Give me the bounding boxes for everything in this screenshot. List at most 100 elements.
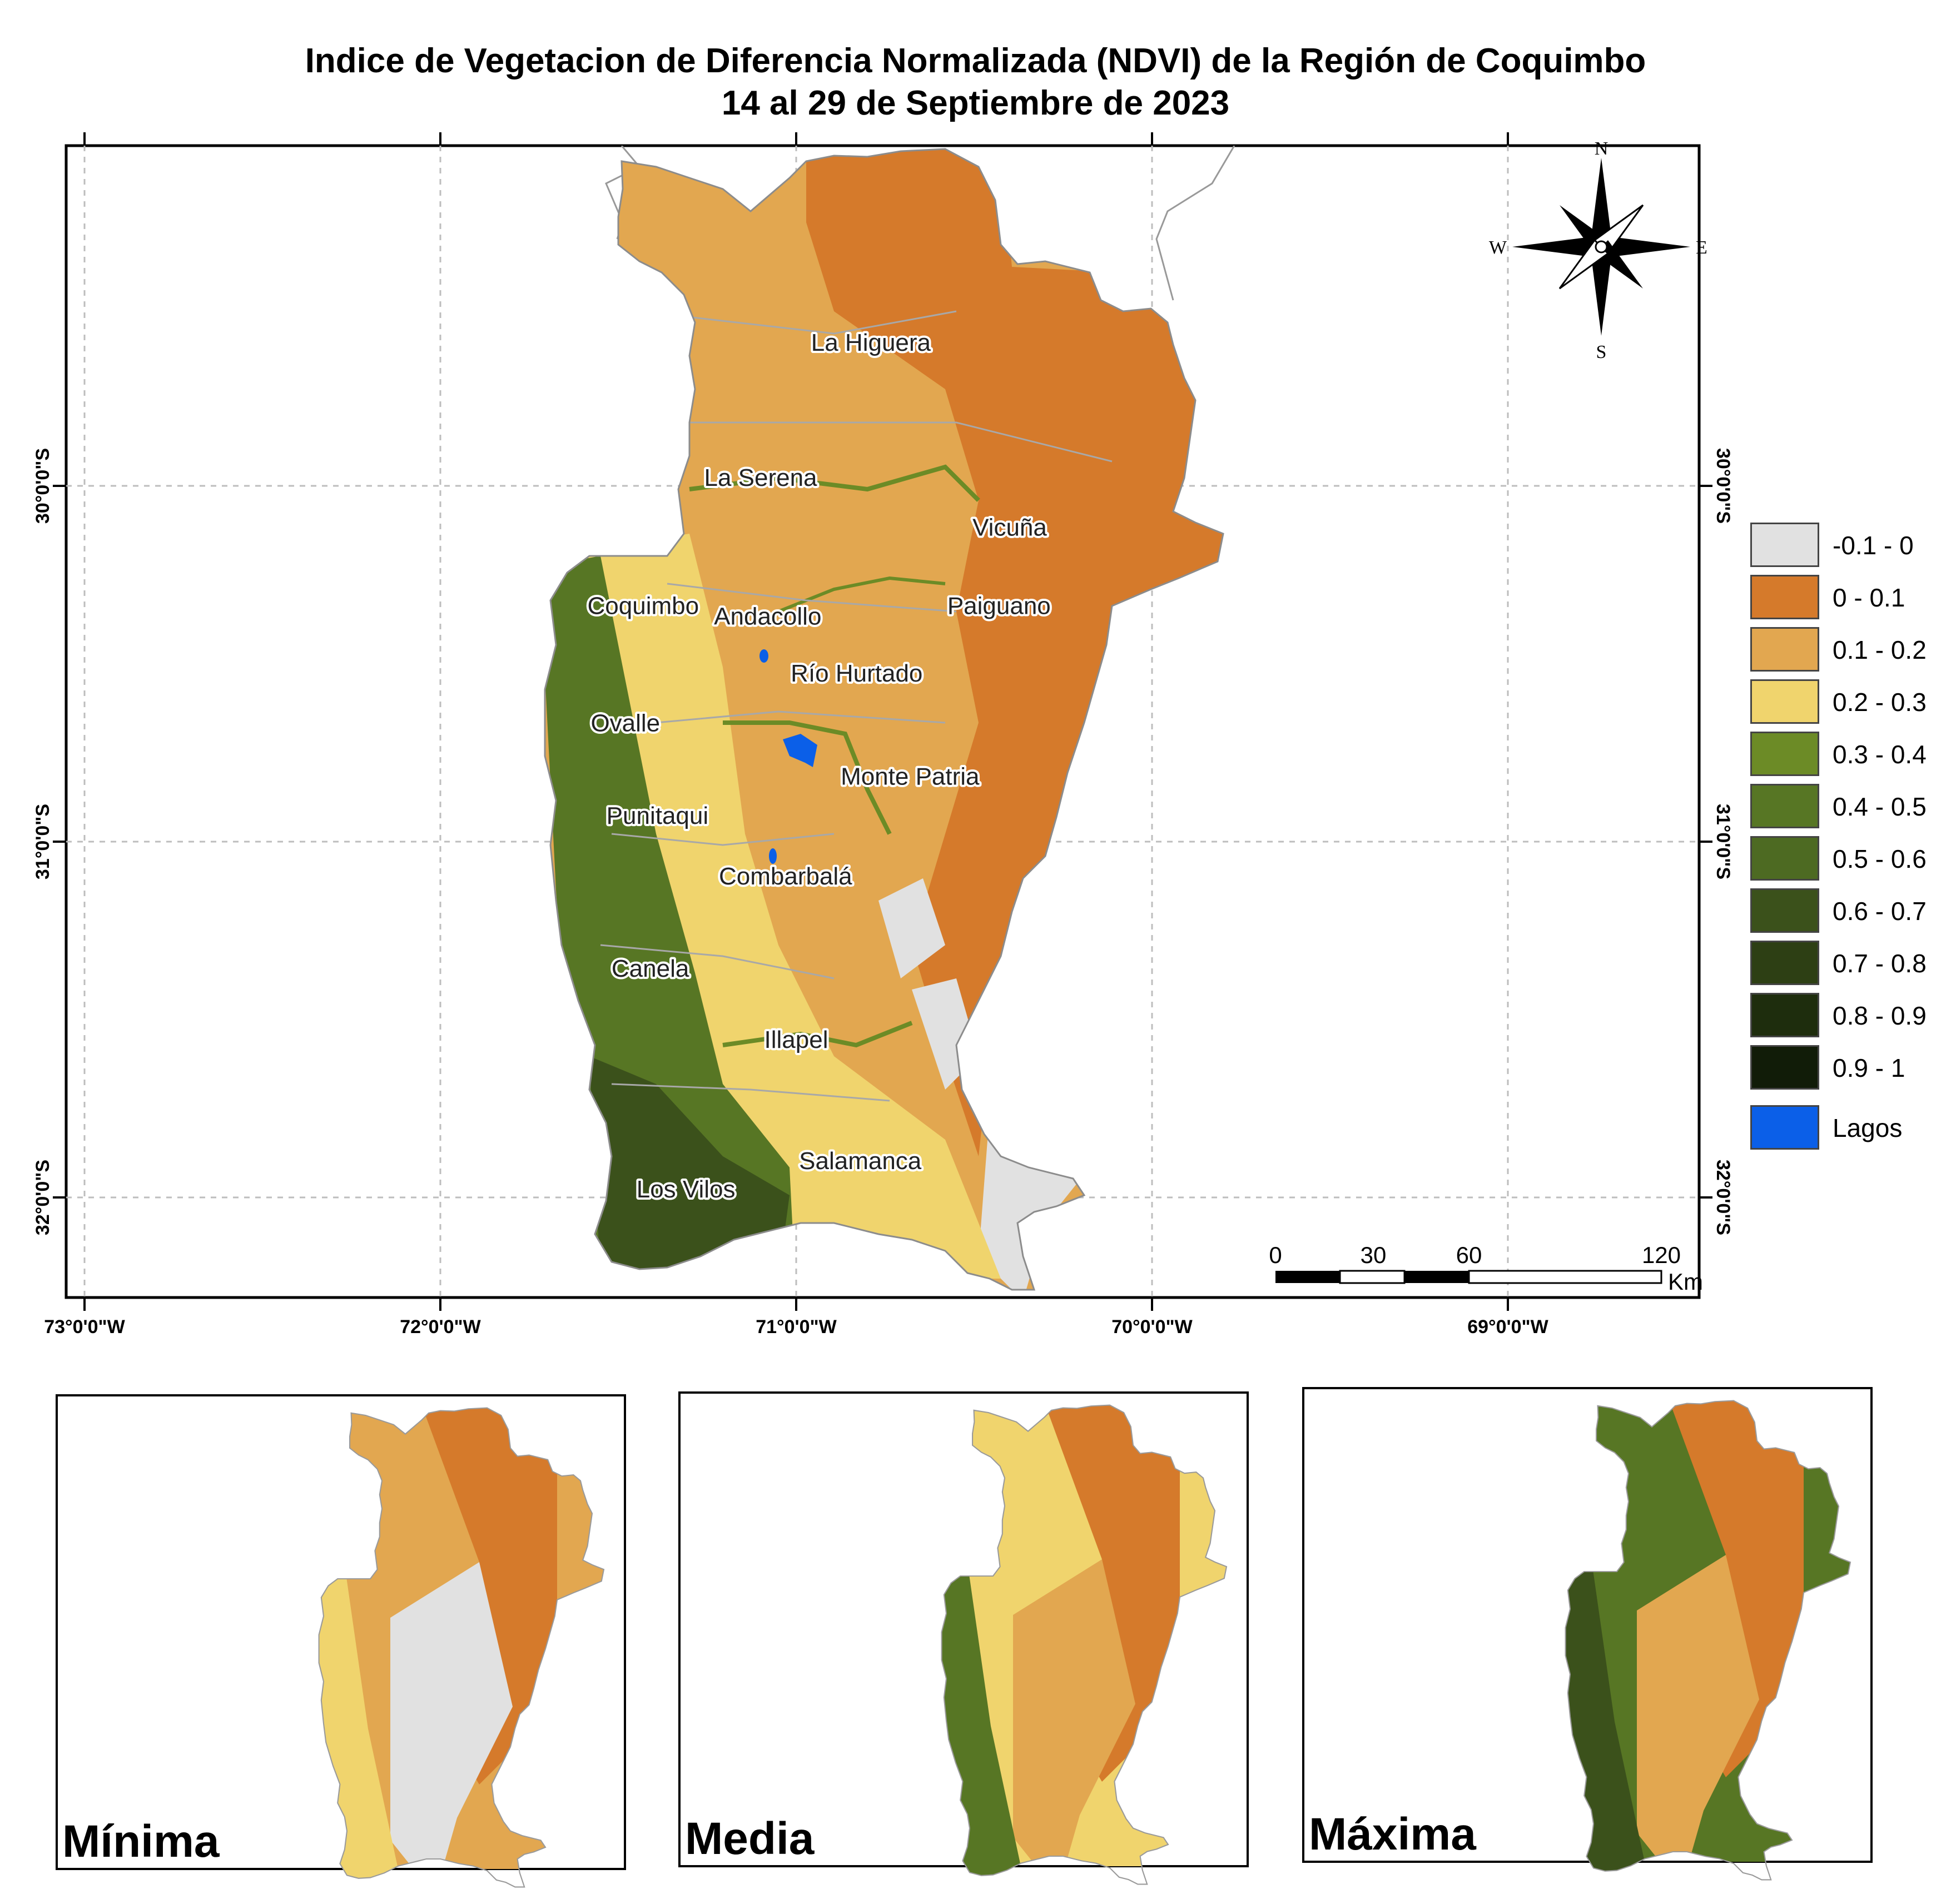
legend-label: Lagos <box>1833 1113 1903 1142</box>
lat-tick-label-right: 31°0'0"S <box>1712 804 1734 879</box>
place-label: Combarbalá <box>719 863 852 890</box>
compass-label-w: W <box>1489 237 1507 258</box>
lake-recoleta <box>759 649 768 663</box>
legend-label: 0.8 - 0.9 <box>1833 1001 1927 1030</box>
legend-swatch <box>1750 732 1819 776</box>
legend-label: 0.4 - 0.5 <box>1833 792 1927 821</box>
place-label-halo: Coquimbo <box>588 592 699 619</box>
inset-region-outline <box>318 1407 605 1888</box>
lon-tick-label: 72°0'0"W <box>400 1316 481 1338</box>
legend-item: 0 - 0.1 <box>1750 575 1950 624</box>
map-title-line1: Indice de Vegetacion de Diferencia Norma… <box>305 42 1646 80</box>
inset-label: Máxima <box>1309 1809 1477 1860</box>
legend-swatch <box>1750 888 1819 933</box>
place-label: Canela <box>612 955 689 982</box>
legend-swatch <box>1750 1045 1819 1090</box>
place-label-halo: Los Vilos <box>637 1176 736 1203</box>
river-elqui <box>689 464 980 502</box>
place-label-halo: Vicuña <box>972 514 1047 541</box>
inset-label: Media <box>685 1813 815 1864</box>
place-label-halo: Canela <box>612 955 689 982</box>
north-arrow-compass: N S E W <box>1489 138 1707 362</box>
legend-item: 0.9 - 1 <box>1750 1045 1950 1094</box>
compass-north-point <box>1591 158 1611 237</box>
place-label: Los Vilos <box>637 1176 736 1203</box>
place-label-halo: Paiguano <box>947 592 1051 619</box>
place-label: Vicuña <box>972 514 1047 541</box>
ndvi-zone-bare-1 <box>878 878 945 978</box>
place-label-halo: Salamanca <box>799 1147 922 1175</box>
compass-label-n: N <box>1595 138 1609 159</box>
legend-swatch <box>1750 523 1819 567</box>
legend-label: 0.5 - 0.6 <box>1833 844 1927 873</box>
legend-item: 0.8 - 0.9 <box>1750 993 1950 1042</box>
inset-zone-mid <box>1013 1559 1135 1885</box>
legend-swatch <box>1750 784 1819 828</box>
commune-boundary <box>600 944 835 980</box>
legend-item: Lagos <box>1750 1105 1950 1154</box>
inset-zone-east <box>1665 1400 1804 1777</box>
compass-label-e: E <box>1696 237 1707 258</box>
legend-item: 0.2 - 0.3 <box>1750 679 1950 728</box>
scale-bar-unit: Km <box>1668 1269 1703 1295</box>
lat-tick-label-right: 32°0'0"S <box>1712 1160 1734 1235</box>
ndvi-zone-0.6-0.7 <box>589 1056 790 1279</box>
legend-swatch <box>1750 1105 1819 1150</box>
region-outline <box>544 148 1224 1291</box>
place-label: Paiguano <box>947 592 1051 619</box>
compass-west-point <box>1512 237 1591 257</box>
compass-label-s: S <box>1596 342 1607 362</box>
commune-boundary <box>639 310 957 335</box>
commune-boundary <box>684 421 1113 463</box>
place-label-halo: Illapel <box>764 1026 828 1053</box>
inset-region-outline <box>941 1404 1228 1885</box>
place-label: Salamanca <box>799 1147 922 1175</box>
legend-label: 0 - 0.1 <box>1833 583 1905 612</box>
lake-cogoti <box>769 848 777 864</box>
commune-boundary <box>667 583 957 613</box>
inset-zone-mid <box>1637 1555 1759 1880</box>
scale-bar-label-30: 30 <box>1361 1242 1387 1268</box>
legend-item: 0.1 - 0.2 <box>1750 627 1950 676</box>
place-label-halo: Andacollo <box>714 603 821 630</box>
lon-tick-label: 69°0'0"W <box>1467 1316 1548 1338</box>
inset-map: Máxima <box>1302 1387 1873 1881</box>
lat-tick-label-left: 30°0'0"S <box>32 448 53 524</box>
coordinate-ticks: 73°0'0"W 72°0'0"W 71°0'0"W 70°0'0"W 69°0'0"W… <box>32 132 1734 1338</box>
compass-south-point <box>1591 257 1611 336</box>
commune-boundary <box>611 833 835 846</box>
place-label-halo: Monte Patria <box>841 763 980 791</box>
compass-east-point <box>1611 237 1690 257</box>
scale-bar: 0 30 60 120 Km <box>1269 1242 1703 1295</box>
place-label-halo: Combarbalá <box>719 863 852 890</box>
map-title-line2: 14 al 29 de Septiembre de 2023 <box>721 84 1230 122</box>
scale-bar-seg-2 <box>1339 1270 1406 1284</box>
place-label: La Serena <box>704 464 817 491</box>
scale-bar-seg-3 <box>1404 1271 1469 1283</box>
inset-label: Mínima <box>62 1816 220 1867</box>
ndvi-zone-0-0.1 <box>806 149 1223 1156</box>
scale-bar-label-120: 120 <box>1642 1242 1681 1268</box>
argentina-border-line <box>1155 146 1235 301</box>
lat-tick-label-right: 30°0'0"S <box>1712 448 1734 524</box>
place-label: Monte Patria <box>841 763 980 791</box>
legend-item: 0.3 - 0.4 <box>1750 732 1950 781</box>
scale-bar-seg-1 <box>1275 1271 1340 1283</box>
scale-bar-label-0: 0 <box>1269 1242 1282 1268</box>
legend-swatch <box>1750 575 1819 619</box>
place-label: La Higuera <box>811 329 931 356</box>
scale-bar-seg-4 <box>1468 1270 1662 1284</box>
river-limari <box>723 720 892 835</box>
legend-label: 0.9 - 1 <box>1833 1053 1905 1082</box>
legend-item: 0.6 - 0.7 <box>1750 888 1950 937</box>
legend-item: 0.4 - 0.5 <box>1750 784 1950 833</box>
place-label: Ovalle <box>590 710 660 737</box>
inset-maps: Mínima Media Máxima <box>56 1387 1873 1888</box>
place-label: Illapel <box>764 1026 828 1053</box>
place-label: Coquimbo <box>588 592 699 619</box>
inset-zone-east <box>1041 1405 1180 1782</box>
place-label-halo: La Higuera <box>811 329 931 356</box>
legend-item: -0.1 - 0 <box>1750 523 1950 571</box>
